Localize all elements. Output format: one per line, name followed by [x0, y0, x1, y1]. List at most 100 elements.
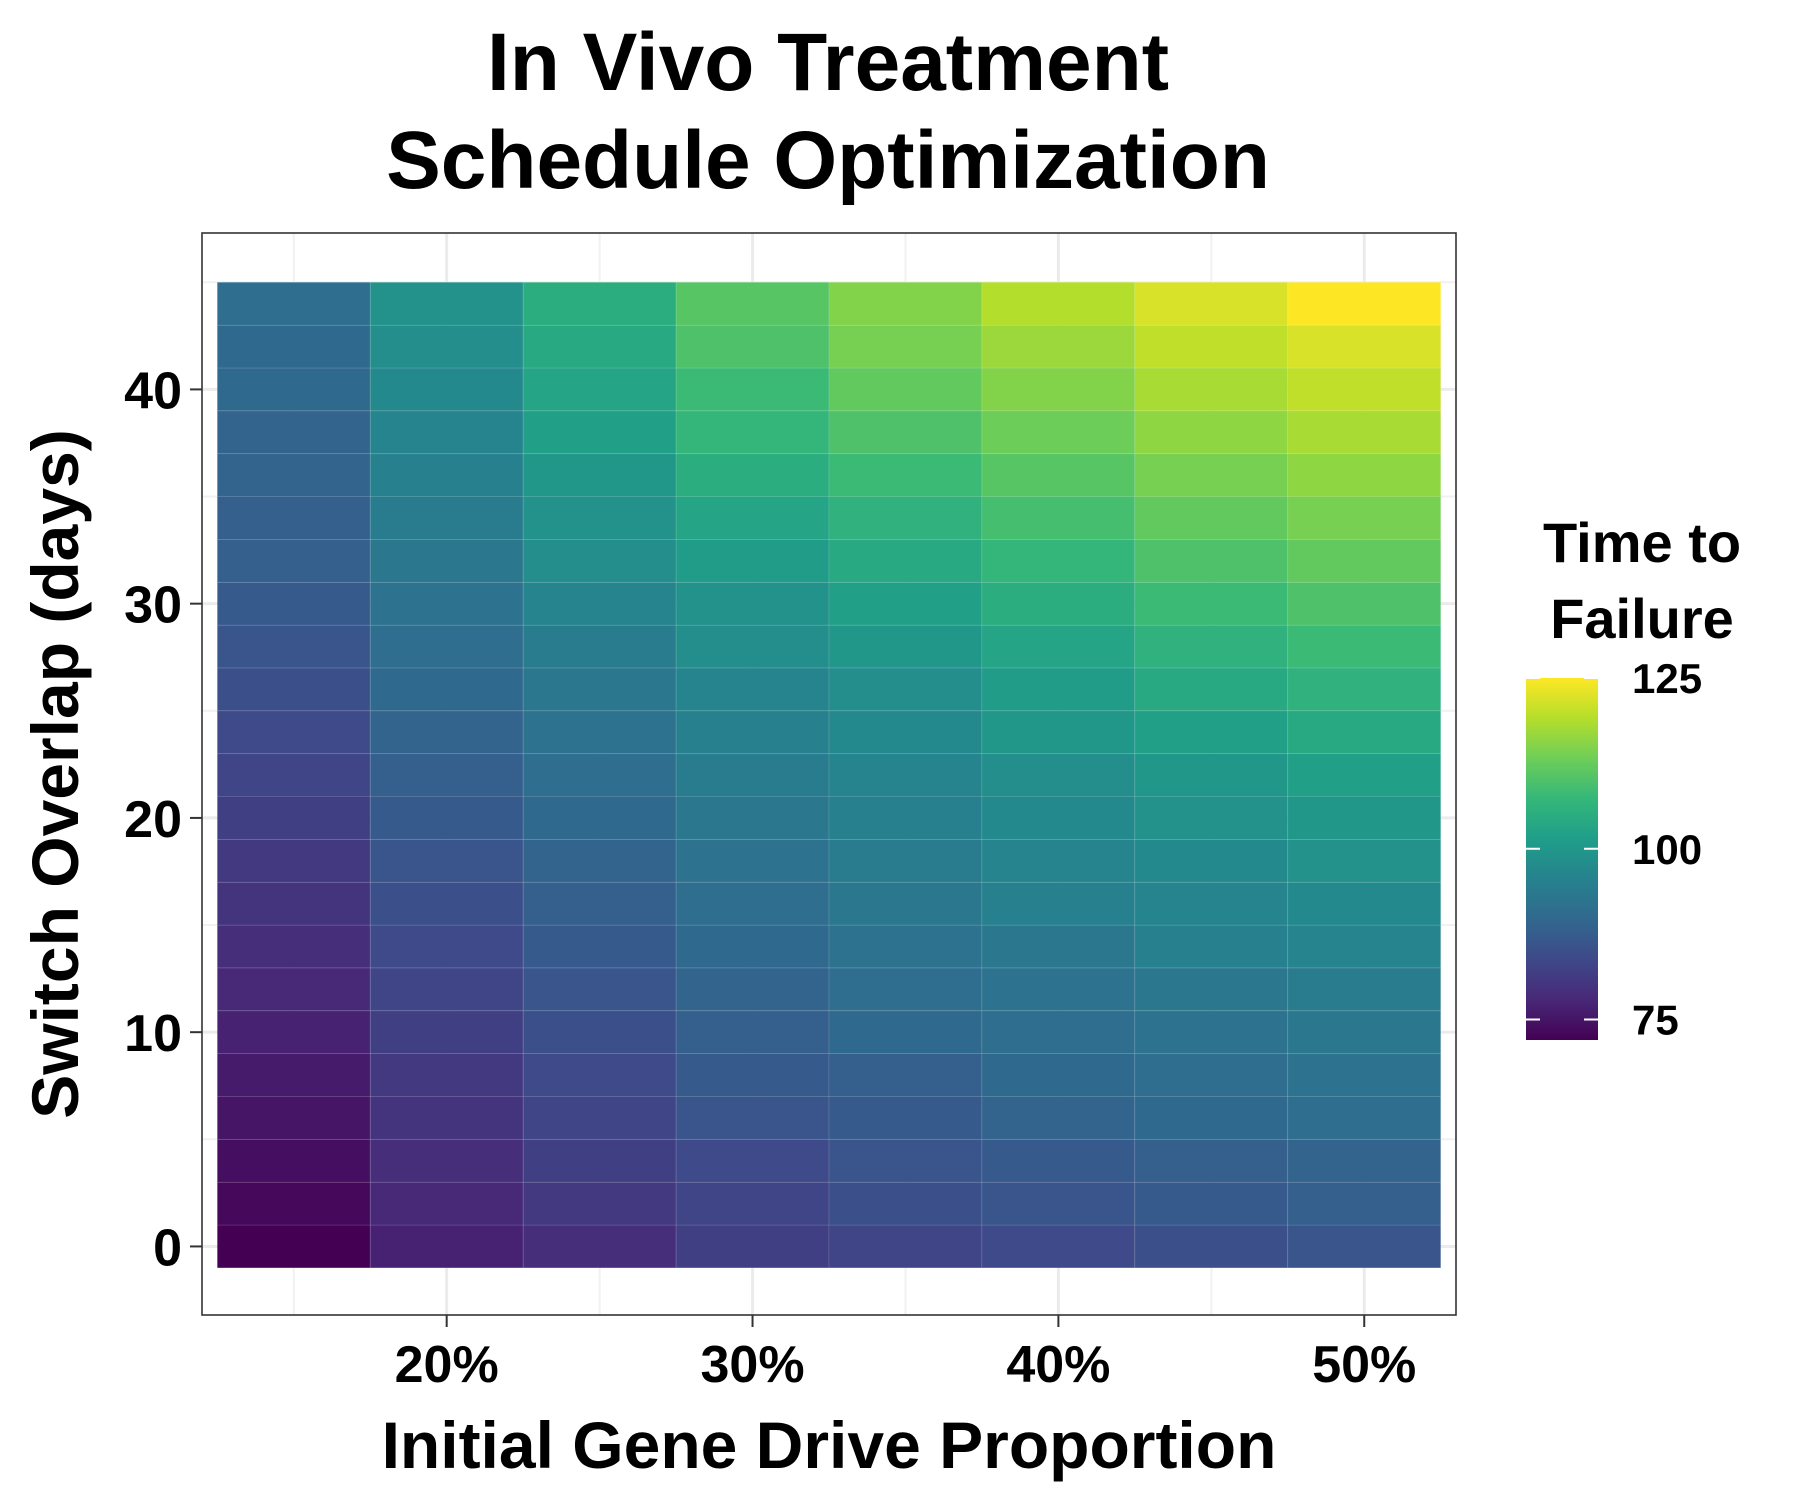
- heatmap-cell: [981, 1010, 1136, 1055]
- heatmap-cell: [216, 281, 371, 326]
- y-tick-label: 30: [124, 577, 182, 635]
- heatmap-cell: [981, 838, 1136, 883]
- heatmap-cell: [1287, 1096, 1442, 1140]
- heatmap-cell: [216, 1053, 371, 1097]
- heatmap-cell: [828, 710, 983, 755]
- heatmap-cell: [1287, 581, 1442, 626]
- heatmap-cell: [216, 967, 371, 1012]
- heatmap-cell: [675, 1010, 830, 1055]
- heatmap-cell: [369, 1053, 524, 1097]
- heatmap-cell: [1287, 1224, 1442, 1269]
- heatmap-cell: [369, 581, 524, 626]
- heatmap-cell: [675, 581, 830, 626]
- heatmap-cell: [828, 281, 983, 326]
- heatmap-cell: [216, 1096, 371, 1140]
- heatmap-cell: [369, 1224, 524, 1269]
- heatmap-cell: [522, 710, 677, 755]
- heatmap-cell: [369, 924, 524, 969]
- heatmap-cell: [522, 538, 677, 583]
- heatmap-cell: [216, 324, 371, 369]
- heatmap-cell: [1287, 924, 1442, 969]
- heatmap-cell: [369, 1181, 524, 1226]
- heatmap-cell: [522, 881, 677, 926]
- y-axis-ticks: 0 10 20 30 40: [124, 362, 202, 1277]
- heatmap-cell: [522, 410, 677, 455]
- heatmap-cell: [1287, 967, 1442, 1012]
- heatmap-cell: [1134, 881, 1289, 926]
- heatmap-cell: [522, 1010, 677, 1055]
- heatmap-cell: [828, 838, 983, 883]
- heatmap-cell: [1287, 324, 1442, 369]
- heatmap-cell: [828, 1096, 983, 1140]
- heatmap-cell: [216, 796, 371, 840]
- heatmap-cell: [828, 367, 983, 412]
- heatmap-cell: [675, 367, 830, 412]
- heatmap-cell: [828, 324, 983, 369]
- heatmap-cell: [216, 838, 371, 883]
- color-legend: Time to Failure 75 100 125: [1526, 511, 1741, 1044]
- heatmap-cell: [1287, 1010, 1442, 1055]
- heatmap-cell: [675, 710, 830, 755]
- heatmap-cell: [1287, 710, 1442, 755]
- colorbar: [1526, 678, 1598, 1040]
- heatmap-cell: [369, 496, 524, 540]
- heatmap-cell: [675, 924, 830, 969]
- heatmap-cell: [522, 496, 677, 540]
- heatmap-cell: [216, 1138, 371, 1183]
- plot-panel-border: [201, 232, 1457, 1316]
- heatmap-cell: [522, 967, 677, 1012]
- heatmap-cell: [369, 1096, 524, 1140]
- heatmap-cell: [1287, 881, 1442, 926]
- heatmap-cell: [1134, 667, 1289, 712]
- heatmap-cell: [369, 624, 524, 669]
- heatmap-cell: [369, 967, 524, 1012]
- heatmap-cell: [675, 667, 830, 712]
- heatmap-cell: [981, 624, 1136, 669]
- heatmap-cell: [675, 796, 830, 840]
- heatmap-cell: [1287, 1181, 1442, 1226]
- heatmap-cell: [369, 667, 524, 712]
- heatmap-cell: [828, 753, 983, 797]
- heatmap-cell: [216, 1010, 371, 1055]
- heatmap-cell: [522, 838, 677, 883]
- heatmap-cell: [1134, 1224, 1289, 1269]
- heatmap-cell: [675, 624, 830, 669]
- y-tick-label: 40: [124, 362, 182, 420]
- heatmap-cell: [522, 1181, 677, 1226]
- heatmap-cell: [981, 924, 1136, 969]
- heatmap-cell: [675, 281, 830, 326]
- heatmap-cell: [369, 710, 524, 755]
- x-axis-ticks: 20% 30% 40% 50%: [395, 1315, 1416, 1394]
- heatmap-cell: [981, 1053, 1136, 1097]
- y-axis-title: Switch Overlap (days): [18, 429, 92, 1119]
- heatmap-cell: [981, 410, 1136, 455]
- heatmap-cell: [1287, 838, 1442, 883]
- heatmap-cell: [675, 1224, 830, 1269]
- heatmap-cell: [981, 1224, 1136, 1269]
- heatmap-cell: [828, 453, 983, 497]
- heatmap-cell: [1134, 710, 1289, 755]
- legend-title-line-2: Failure: [1550, 587, 1734, 650]
- heatmap-cell: [828, 881, 983, 926]
- x-tick-label: 30%: [700, 1336, 804, 1394]
- heatmap-cell: [981, 1181, 1136, 1226]
- heatmap-cell: [675, 453, 830, 497]
- heatmap-cell: [1287, 1053, 1442, 1097]
- heatmap-cell: [675, 967, 830, 1012]
- heatmap-cell: [1287, 410, 1442, 455]
- colorbar-gradient: [1526, 678, 1598, 1040]
- colorbar-tick-label: 75: [1632, 997, 1679, 1044]
- heatmap-cell: [828, 796, 983, 840]
- heatmap-cell: [216, 667, 371, 712]
- heatmap-cell: [216, 496, 371, 540]
- colorbar-tick-label: 125: [1632, 655, 1702, 702]
- heatmap-cell: [828, 624, 983, 669]
- heatmap-cell: [1134, 838, 1289, 883]
- heatmap-cell: [675, 881, 830, 926]
- heatmap-cell: [1134, 624, 1289, 669]
- heatmap-cell: [1134, 924, 1289, 969]
- heatmap-cell: [522, 1053, 677, 1097]
- heatmap-cell: [1134, 1138, 1289, 1183]
- heatmap-cells: [216, 281, 1442, 1269]
